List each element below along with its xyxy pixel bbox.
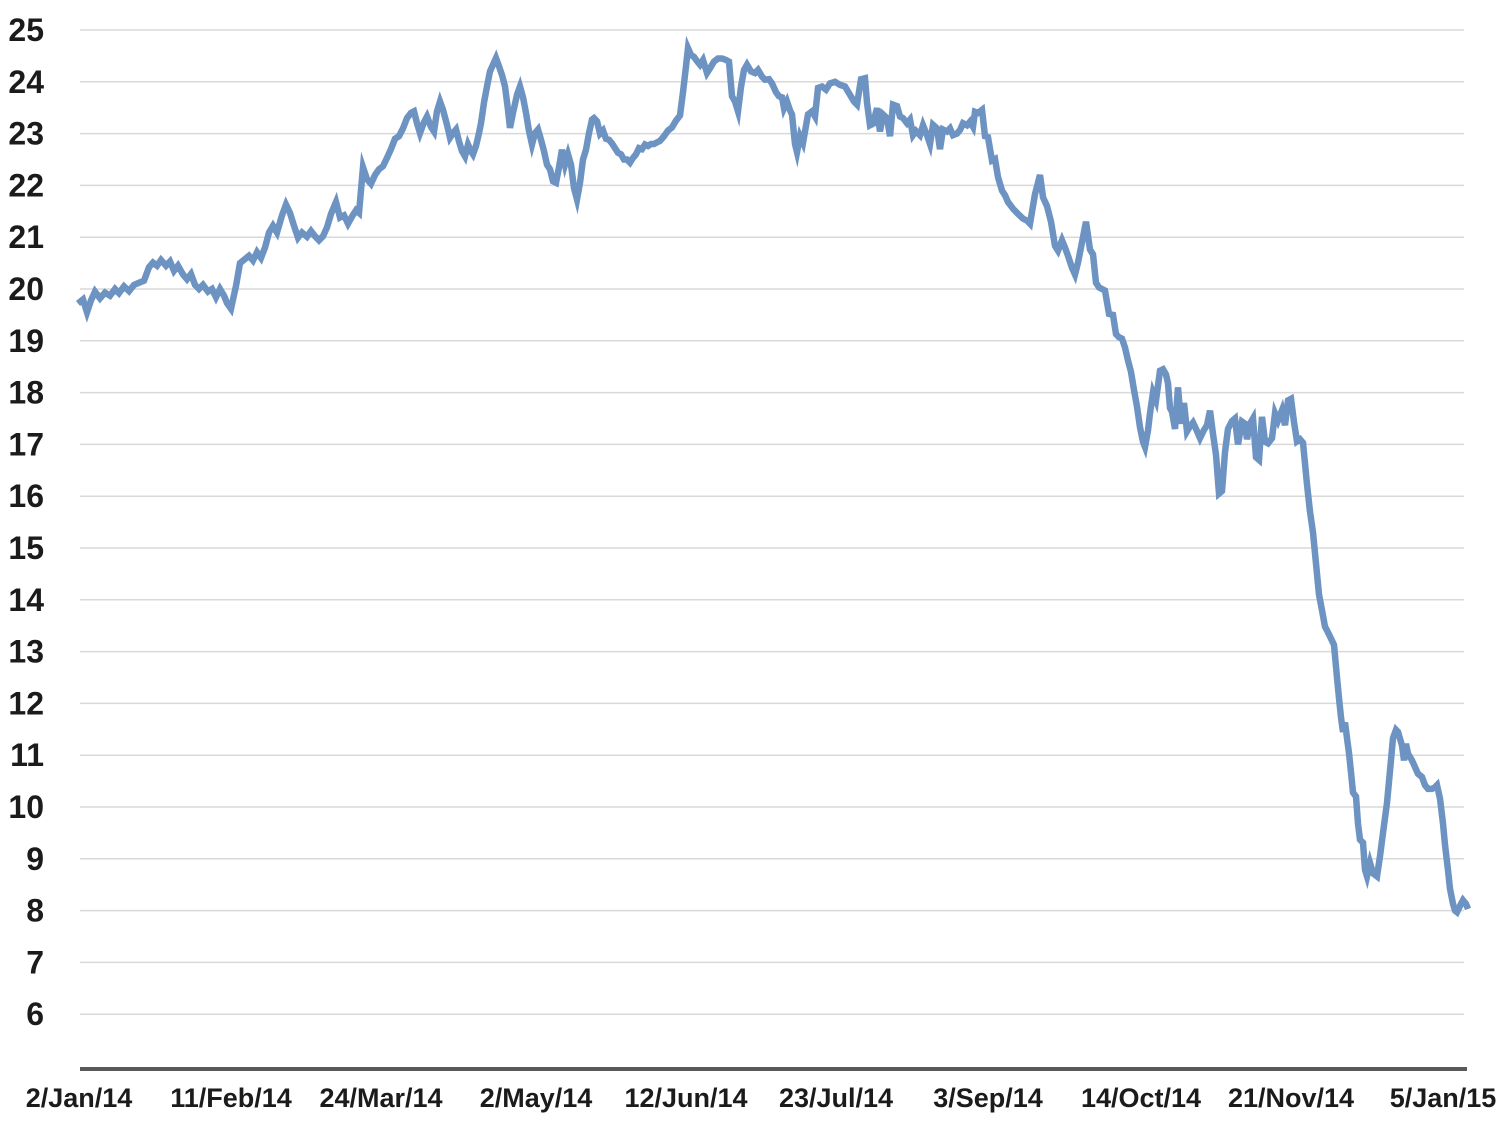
- y-tick-label: 16: [8, 478, 44, 514]
- y-tick-label: 17: [8, 426, 44, 462]
- x-tick-label: 14/Oct/14: [1081, 1083, 1201, 1113]
- y-tick-label: 15: [8, 530, 44, 566]
- y-tick-label: 23: [8, 116, 44, 152]
- y-tick-label: 7: [26, 944, 44, 980]
- y-tick-label: 12: [8, 685, 44, 721]
- gridlines: [80, 29, 1464, 1015]
- x-axis-labels: 2/Jan/14 11/Feb/14 24/Mar/14 2/May/14 12/Jun…: [26, 1083, 1497, 1113]
- x-tick-label: 23/Jul/14: [779, 1083, 893, 1113]
- price-line-series: [75, 35, 1472, 918]
- y-tick-label: 18: [8, 375, 44, 411]
- x-tick-label: 24/Mar/14: [319, 1083, 442, 1113]
- y-tick-label: 11: [10, 737, 44, 773]
- x-tick-label: 5/Jan/15: [1390, 1083, 1497, 1113]
- y-tick-label: 21: [8, 219, 44, 255]
- x-tick-label: 2/Jan/14: [26, 1083, 133, 1113]
- y-tick-label: 25: [8, 12, 44, 48]
- y-tick-label: 14: [8, 582, 44, 618]
- y-tick-label: 24: [8, 64, 44, 100]
- y-tick-label: 6: [26, 996, 44, 1032]
- x-tick-label: 2/May/14: [480, 1083, 593, 1113]
- x-tick-label: 3/Sep/14: [933, 1083, 1043, 1113]
- x-tick-label: 11/Feb/14: [170, 1083, 292, 1113]
- x-tick-label: 21/Nov/14: [1228, 1083, 1354, 1113]
- y-tick-label: 20: [8, 271, 44, 307]
- y-tick-label: 22: [8, 167, 44, 203]
- y-axis-labels: 6 7 8 9 10 11 12 13 14 15 16 17 18 19 20 21 22 23 24 25: [8, 12, 44, 1032]
- y-tick-label: 10: [8, 789, 44, 825]
- y-tick-label: 13: [8, 634, 44, 670]
- y-tick-label: 19: [8, 323, 44, 359]
- y-tick-label: 8: [26, 893, 44, 929]
- y-tick-label: 9: [26, 841, 44, 877]
- x-tick-label: 12/Jun/14: [624, 1083, 747, 1113]
